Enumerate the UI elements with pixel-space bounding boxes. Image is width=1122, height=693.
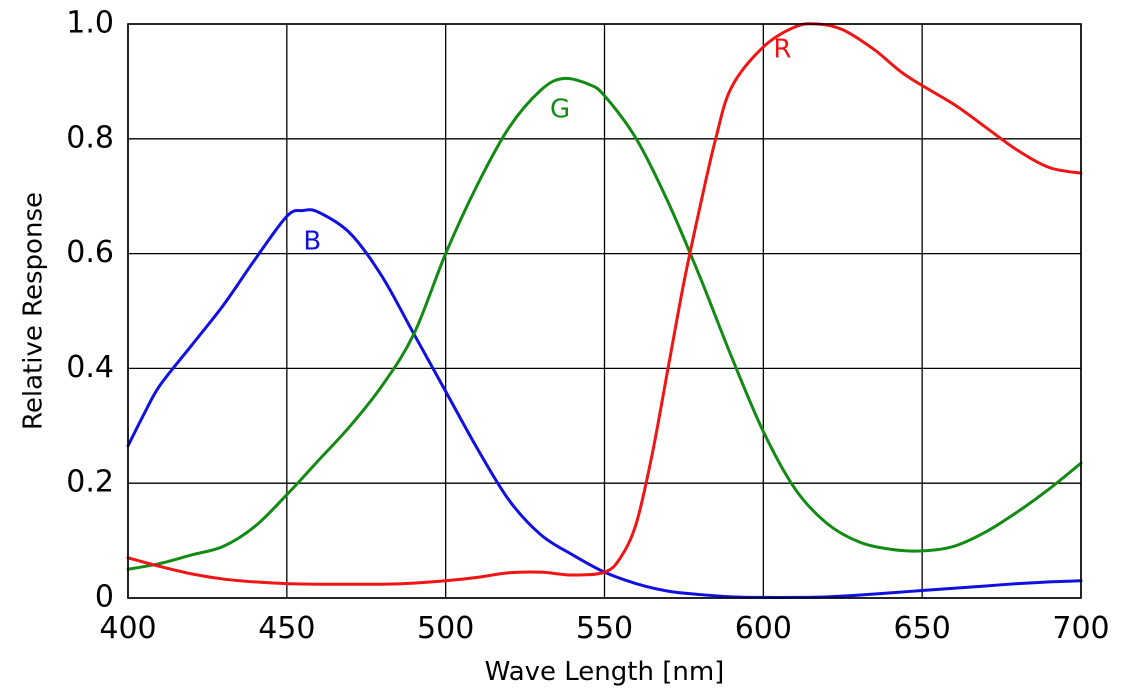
y-tick-label: 1.0 — [66, 6, 114, 41]
x-tick-label: 600 — [735, 611, 792, 646]
x-tick-label: 400 — [99, 611, 156, 646]
y-tick-label: 0.6 — [66, 235, 114, 270]
y-tick-label: 0 — [95, 580, 114, 615]
x-axis-ticks: 400 450 500 550 600 650 700 — [99, 611, 1109, 646]
series-lines — [126, 22, 1083, 599]
series-label-b: B — [303, 227, 321, 257]
x-axis-title: Wave Length [nm] — [485, 657, 725, 687]
x-tick-label: 550 — [576, 611, 633, 646]
y-tick-label: 0.8 — [66, 120, 114, 155]
x-tick-label: 500 — [417, 611, 474, 646]
y-axis-title: Relative Response — [19, 192, 49, 430]
series-line-r — [126, 22, 1083, 586]
plot-frame — [127, 23, 1082, 599]
x-tick-label: 700 — [1052, 611, 1109, 646]
y-tick-label: 0.4 — [66, 350, 114, 385]
x-tick-label: 650 — [894, 611, 951, 646]
y-tick-label: 0.2 — [66, 465, 114, 500]
series-label-g: G — [550, 95, 570, 125]
series-label-r: R — [773, 34, 791, 64]
x-tick-label: 450 — [258, 611, 315, 646]
series-line-g — [126, 76, 1083, 571]
series-labels: B G R — [303, 34, 791, 256]
y-axis-ticks: 0 0.2 0.4 0.6 0.8 1.0 — [66, 6, 114, 615]
series-line-b — [126, 208, 1083, 599]
